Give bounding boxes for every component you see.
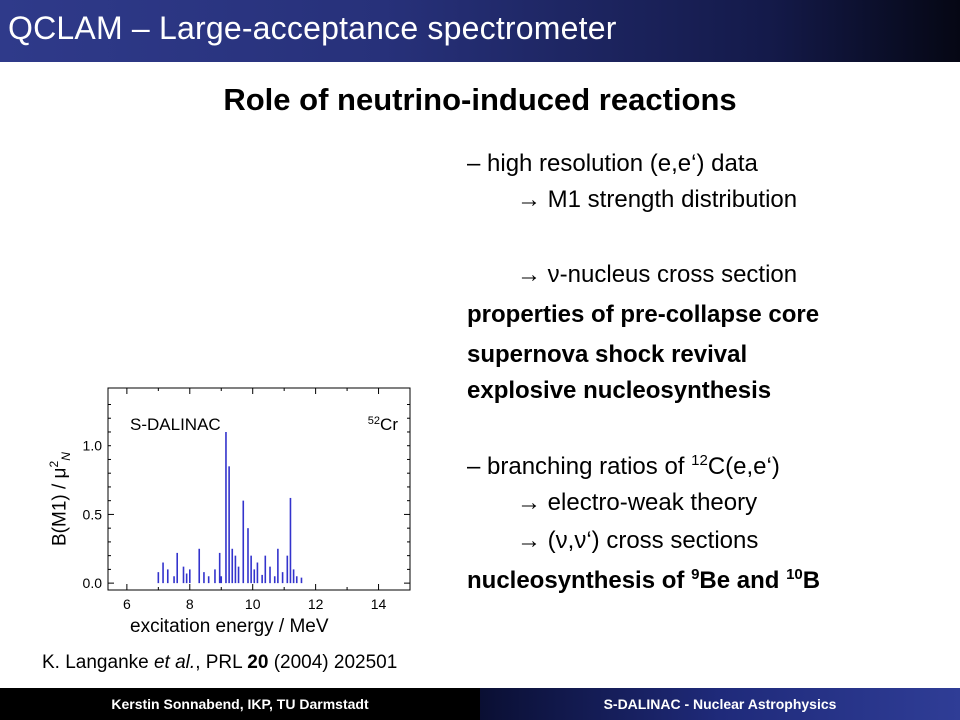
- arrow-icon: →: [517, 489, 541, 516]
- bullet-pre-collapse: properties of pre-collapse core: [467, 301, 820, 328]
- footer-author: Kerstin Sonnabend, IKP, TU Darmstadt: [111, 696, 369, 712]
- bullet-text: C(e,e‘): [707, 453, 780, 480]
- bullet-text: M1 strength distribution: [547, 186, 798, 213]
- annotation-mass-number: 52: [368, 415, 380, 427]
- arrow-icon: →: [517, 186, 541, 213]
- x-tick-label: 12: [308, 596, 324, 612]
- citation-journal: , PRL: [195, 652, 248, 673]
- title-bar: QCLAM – Large-acceptance spectrometer: [0, 0, 960, 62]
- arrow-icon: →: [517, 261, 541, 288]
- bullet-text: nucleosynthesis of: [467, 567, 685, 594]
- m1-strength-chart: 6 8 10 12 14 0.0 0.5 1.0 S-DALINAC 52Cr: [83, 387, 411, 612]
- nu-symbol: ν: [547, 261, 560, 288]
- bullet-m1-strength: → M1 strength distribution: [517, 186, 797, 214]
- superscript: 10: [786, 566, 803, 583]
- x-tick-label: 10: [245, 596, 261, 612]
- citation-ref: (2004) 202501: [268, 652, 398, 673]
- y-tick-label: 0.0: [83, 575, 103, 591]
- bullet-shock-revival: supernova shock revival: [467, 341, 748, 368]
- citation-etal: et al.: [153, 652, 196, 673]
- bullet-text: – branching ratios of: [467, 453, 685, 480]
- annotation-element: Cr: [380, 415, 398, 434]
- slide-title: QCLAM – Large-acceptance spectrometer: [8, 10, 617, 46]
- x-tick-label: 14: [371, 596, 387, 612]
- bullet-text: -nucleus cross section: [559, 261, 798, 288]
- bullet-electro-weak: → electro-weak theory: [517, 489, 757, 517]
- superscript: 9: [691, 566, 700, 583]
- annotation-nucleus: 52Cr: [368, 415, 399, 434]
- bullet-text: B: [802, 567, 821, 594]
- chart-y-label: B(M1) / μ2N: [47, 419, 73, 579]
- citation-author: K. Langanke: [42, 652, 154, 673]
- bullet-text: (ν,ν‘): [547, 527, 600, 554]
- plot-frame: [107, 387, 411, 591]
- arrow-icon: →: [517, 527, 541, 554]
- citation-volume: 20: [247, 652, 269, 673]
- bullet-high-resolution: – high resolution (e,e‘) data: [467, 150, 758, 178]
- x-tick-label: 8: [186, 596, 194, 612]
- bullet-nucleosynthesis: nucleosynthesis of 9Be and 10B: [467, 566, 820, 595]
- bullet-explosive: explosive nucleosynthesis: [467, 377, 772, 404]
- bullet-text: Be and: [699, 567, 780, 594]
- bullet-text: – high resolution (e,e‘) data: [467, 150, 758, 177]
- chart-x-label: excitation energy / MeV: [130, 616, 329, 637]
- footer-project: S-DALINAC - Nuclear Astrophysics: [480, 688, 960, 720]
- y-label-sup: 2: [46, 460, 61, 468]
- bullet-text: cross sections: [606, 527, 759, 554]
- x-tick-label: 6: [123, 596, 131, 612]
- citation: K. Langanke et al., PRL 20 (2004) 202501: [42, 652, 397, 674]
- footer: Kerstin Sonnabend, IKP, TU Darmstadt S-D…: [0, 688, 960, 720]
- y-tick-label: 0.5: [83, 506, 103, 522]
- y-label-text: B(M1) / μ: [49, 467, 71, 546]
- annotation-s-dalinac: S-DALINAC: [130, 415, 221, 434]
- slide-subtitle: Role of neutrino-induced reactions: [223, 82, 737, 117]
- bullet-branching-ratios: – branching ratios of 12C(e,e‘): [467, 452, 780, 481]
- y-tick-label: 1.0: [83, 438, 103, 454]
- superscript: 12: [691, 452, 708, 469]
- y-label-sub: N: [59, 452, 74, 461]
- bullet-text: electro-weak theory: [547, 489, 758, 516]
- bullet-nu-nucleus: → ν-nucleus cross section: [517, 261, 797, 289]
- bullet-cross-sections: → (ν,ν‘) cross sections: [517, 527, 758, 555]
